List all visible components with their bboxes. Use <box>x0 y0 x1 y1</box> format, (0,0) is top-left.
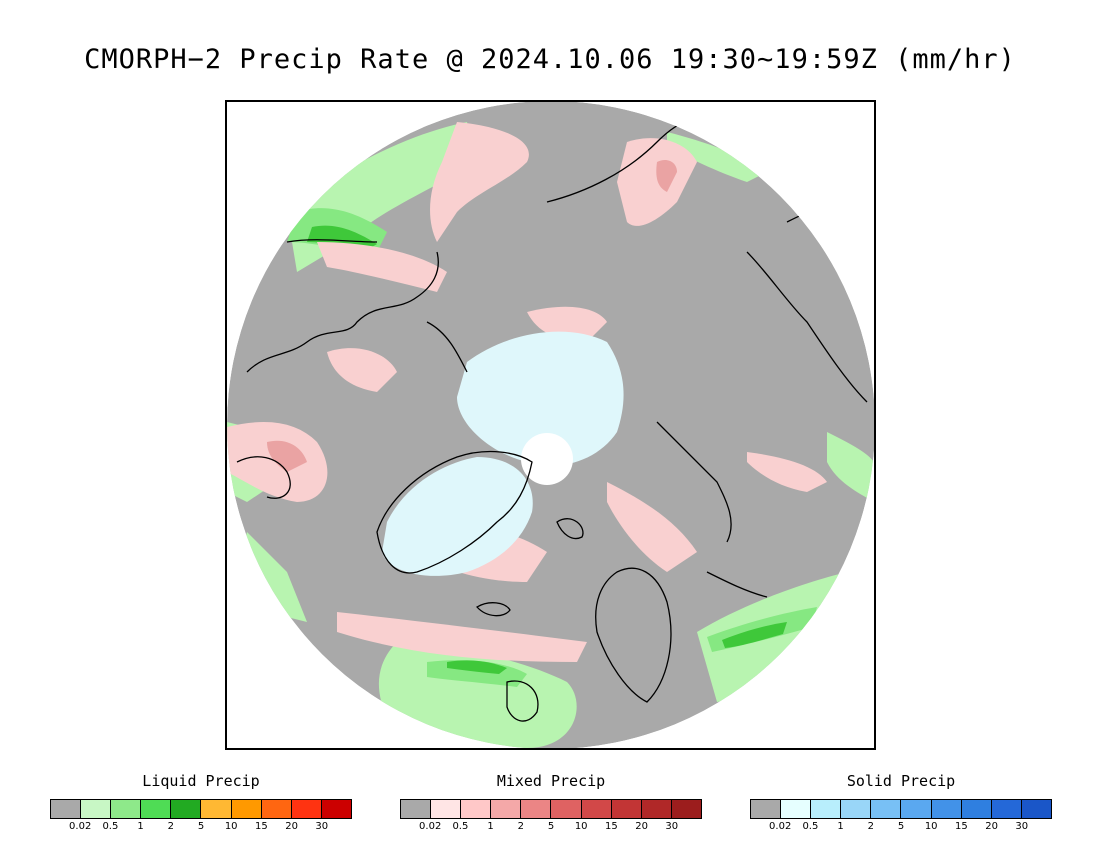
legend-tick-label: 5 <box>197 821 205 832</box>
legend-tick-label: 0.02 <box>419 821 442 832</box>
liquid-precip-legend: Liquid Precip 0.02 0.5 1 2 5 10 15 20 30 <box>50 772 352 835</box>
legend-swatch <box>961 800 992 818</box>
legend-tick-label: 2 <box>517 821 524 832</box>
mixed-precip-legend: Mixed Precip 0.02 0.5 1 2 5 10 15 20 30 <box>400 772 702 835</box>
legend-swatch <box>291 800 322 818</box>
legend-tick-label: 15 <box>255 821 268 832</box>
legend-swatch <box>671 800 701 818</box>
legend-tick-label: 0.5 <box>102 821 119 832</box>
legend-ticks: 0.02 0.5 1 2 5 10 15 20 30 <box>400 821 702 835</box>
legend-swatch <box>901 800 932 818</box>
legend-swatch <box>401 800 432 818</box>
legend-swatch <box>201 800 232 818</box>
polar-map-svg <box>227 102 874 748</box>
legend-tick-label: 5 <box>547 821 555 832</box>
legend-swatch <box>991 800 1022 818</box>
legend-title: Liquid Precip <box>142 772 260 790</box>
legend-tick-label: 1 <box>137 821 144 832</box>
legend-tick-label: 1 <box>487 821 494 832</box>
legend-title: Solid Precip <box>846 772 956 790</box>
legend-swatch <box>931 800 962 818</box>
legend-tick-label: 0.02 <box>69 821 92 832</box>
legend-tick-label: 5 <box>897 821 905 832</box>
legend-swatch <box>141 800 172 818</box>
solid-precip-areas <box>382 331 624 576</box>
legend-colorbar <box>750 799 1052 819</box>
legend-colorbar <box>400 799 702 819</box>
legend-swatch <box>431 800 462 818</box>
solid-precip-legend: Solid Precip 0.02 0.5 1 2 5 10 15 20 30 <box>750 772 1052 835</box>
legend-tick-label: 1 <box>837 821 844 832</box>
legend-colorbar <box>50 799 352 819</box>
legend-tick-label: 20 <box>285 821 298 832</box>
legend-tick-label: 15 <box>955 821 968 832</box>
legend-swatch <box>611 800 642 818</box>
legend-tick-label: 2 <box>167 821 174 832</box>
legend-swatch <box>461 800 492 818</box>
legend-tick-label: 30 <box>665 821 679 832</box>
legend-swatch <box>841 800 872 818</box>
legend-swatch <box>811 800 842 818</box>
legend-swatch <box>581 800 612 818</box>
legend-tick-label: 10 <box>924 821 938 832</box>
legend-swatch <box>261 800 292 818</box>
legend-swatch <box>521 800 552 818</box>
legend-swatch <box>641 800 672 818</box>
legend-swatch <box>111 800 142 818</box>
legend-swatch <box>781 800 812 818</box>
legend-swatch <box>751 800 782 818</box>
legend-swatch <box>551 800 582 818</box>
legend-tick-label: 15 <box>605 821 618 832</box>
legend-swatch <box>171 800 202 818</box>
legend-swatch <box>491 800 522 818</box>
legend-tick-label: 10 <box>574 821 588 832</box>
legend-swatch <box>231 800 262 818</box>
legend-title: Mixed Precip <box>496 772 606 790</box>
legend-tick-label: 0.5 <box>452 821 469 832</box>
legend-swatch <box>1021 800 1051 818</box>
legend-swatch <box>81 800 112 818</box>
legend-tick-label: 20 <box>985 821 998 832</box>
legend-ticks: 0.02 0.5 1 2 5 10 15 20 30 <box>50 821 352 835</box>
legend-tick-label: 10 <box>224 821 238 832</box>
legend-tick-label: 0.02 <box>769 821 792 832</box>
legend-tick-label: 30 <box>315 821 329 832</box>
precip-map <box>225 100 876 750</box>
legend-ticks: 0.02 0.5 1 2 5 10 15 20 30 <box>750 821 1052 835</box>
legend-swatch <box>51 800 82 818</box>
legend-tick-label: 0.5 <box>802 821 819 832</box>
north-pole-gap <box>521 433 573 485</box>
map-title: CMORPH−2 Precip Rate @ 2024.10.06 19:30~… <box>84 44 1016 75</box>
legend-tick-label: 2 <box>867 821 874 832</box>
legend-swatch <box>871 800 902 818</box>
legend-tick-label: 30 <box>1015 821 1029 832</box>
legend-swatch <box>321 800 351 818</box>
legend-tick-label: 20 <box>635 821 648 832</box>
